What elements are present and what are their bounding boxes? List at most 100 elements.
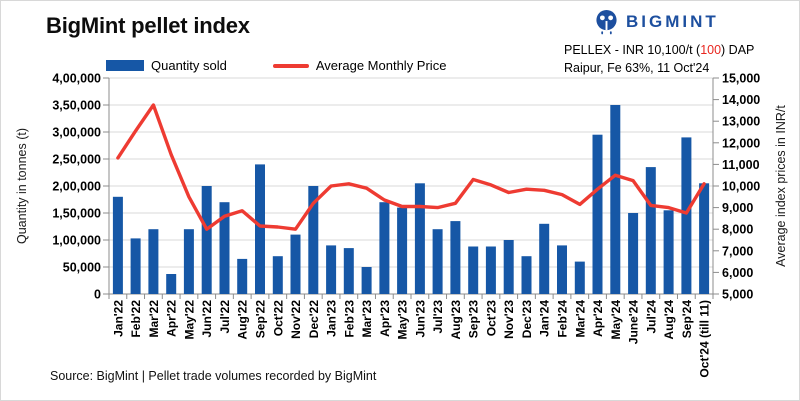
quantity-bar [539, 223, 550, 294]
quantity-bar [183, 229, 194, 294]
right-axis-tick-label: 5,000 [722, 288, 753, 302]
quantity-bar [414, 183, 425, 294]
source-note: Source: BigMint | Pellet trade volumes r… [50, 369, 377, 383]
pellex-annotation-line2: Raipur, Fe 63%, 11 Oct'24 [564, 60, 710, 75]
x-axis-label: Jan'22 [111, 300, 125, 337]
quantity-bar [699, 183, 710, 294]
x-axis-label: Jan'24 [538, 300, 552, 337]
x-axis-label: Jul'22 [218, 300, 232, 334]
right-axis-tick-label: 13,000 [722, 115, 760, 129]
x-axis-label: Sep'24 [680, 300, 694, 339]
x-axis-label: Aug'23 [449, 300, 463, 340]
x-axis-label: Jun'22 [200, 300, 214, 338]
quantity-bar [361, 267, 372, 294]
right-axis-tick-label: 7,000 [722, 244, 753, 258]
left-axis-tick-label: 1,00,000 [52, 234, 101, 248]
x-axis-label: May'23 [396, 300, 410, 340]
quantity-bar [681, 137, 692, 294]
pellex-annotation: PELLEX - INR 10,100/t (100) DAP Raipur, … [564, 42, 754, 77]
quantity-bar [628, 213, 639, 294]
right-axis-tick-label: 15,000 [722, 72, 760, 86]
quantity-bar [148, 229, 159, 294]
x-axis-label: Aug'24 [662, 300, 676, 340]
quantity-bar [432, 229, 443, 294]
left-axis-tick-label: 4,00,000 [52, 72, 101, 86]
quantity-bar [326, 245, 337, 294]
price-line [116, 103, 706, 231]
legend-item-quantity: Quantity sold [106, 58, 227, 73]
left-axis-tick-label: 1,50,000 [52, 207, 101, 221]
x-axis-label: Oct'24 (till 11) [698, 300, 712, 378]
quantity-bar [645, 167, 656, 294]
left-axis-tick-label: 0 [94, 288, 101, 302]
right-axis-title: Average index prices in INR/t [774, 105, 788, 267]
x-axis-label: Aug'22 [236, 300, 250, 340]
right-axis-tick-label: 8,000 [722, 223, 753, 237]
quantity-bar [503, 240, 514, 294]
pellex-annotation-line1: PELLEX - INR 10,100/t (100) DAP [564, 43, 755, 57]
quantity-bar [663, 210, 674, 294]
x-axis-label: Feb'22 [129, 300, 143, 338]
x-axis-label: June'24 [627, 300, 641, 345]
x-axis-label: Dec'23 [520, 300, 534, 339]
x-axis-label: Jan'23 [325, 300, 339, 337]
x-axis-label: Mar'23 [360, 300, 374, 338]
chart-legend: Quantity sold Average Monthly Price [106, 58, 446, 73]
x-axis-label: May'22 [182, 300, 196, 340]
quantity-bar [397, 207, 408, 294]
right-axis-tick-label: 14,000 [722, 93, 760, 107]
x-axis-label: May'24 [609, 300, 623, 340]
x-axis-label: Jul'23 [431, 300, 445, 334]
x-axis-label: Jul'24 [644, 300, 658, 334]
x-axis-label: Jun'23 [413, 300, 427, 338]
x-axis-label: Feb'24 [556, 300, 570, 338]
quantity-bar [237, 258, 248, 294]
quantity-bar [255, 164, 265, 294]
left-axis-tick-label: 50,000 [63, 261, 101, 275]
x-axis-label: Dec'22 [307, 300, 321, 339]
quantity-bar [450, 221, 461, 294]
quantity-bar [166, 274, 177, 294]
quantity-bar [379, 202, 390, 294]
quantity-bar [592, 134, 603, 294]
x-axis-label: Nov'22 [289, 300, 303, 339]
quantity-bar [343, 248, 354, 294]
pellex-price-change: 100 [700, 43, 722, 57]
price-legend-label: Average Monthly Price [315, 58, 447, 73]
quantity-bar [201, 186, 212, 294]
price-legend-swatch [272, 63, 309, 68]
quantity-legend-swatch [106, 60, 144, 71]
x-axis-label: Oct'23 [484, 300, 498, 337]
quantity-bar [485, 246, 496, 294]
bigmint-logo: BIGMINT [594, 8, 719, 35]
right-axis-tick-label: 11,000 [722, 158, 760, 172]
left-axis-tick-label: 3,00,000 [52, 126, 101, 140]
quantity-bar [308, 186, 319, 294]
bigmint-logo-text: BIGMINT [626, 11, 719, 31]
quantity-bar [557, 245, 567, 294]
quantity-bar [272, 256, 283, 294]
x-axis-label: Sep'22 [254, 300, 268, 339]
page-title: BigMint pellet index [46, 13, 250, 38]
x-axis-label: Apr'22 [165, 300, 179, 337]
quantity-bar [290, 234, 301, 294]
right-axis-tick-label: 6,000 [722, 266, 753, 280]
x-axis-label: Sep'23 [467, 300, 481, 339]
quantity-bar [112, 196, 123, 294]
left-axis-title: Quantity in tonnes (t) [15, 127, 29, 245]
quantity-bar [574, 261, 585, 294]
quantity-legend-label: Quantity sold [151, 58, 227, 73]
quantity-bar [610, 105, 621, 294]
right-axis-tick-label: 10,000 [722, 180, 760, 194]
quantity-bar [521, 256, 532, 294]
left-axis-tick-label: 2,00,000 [52, 180, 101, 194]
left-axis-tick-label: 3,50,000 [52, 99, 101, 113]
quantity-bar [130, 238, 141, 294]
x-axis-label: Apr'24 [591, 300, 605, 337]
bigmint-logo-icon [596, 9, 617, 35]
x-axis-label: Feb'23 [342, 300, 356, 338]
right-axis-tick-label: 9,000 [722, 201, 753, 215]
x-axis-label: Apr'23 [378, 300, 392, 337]
